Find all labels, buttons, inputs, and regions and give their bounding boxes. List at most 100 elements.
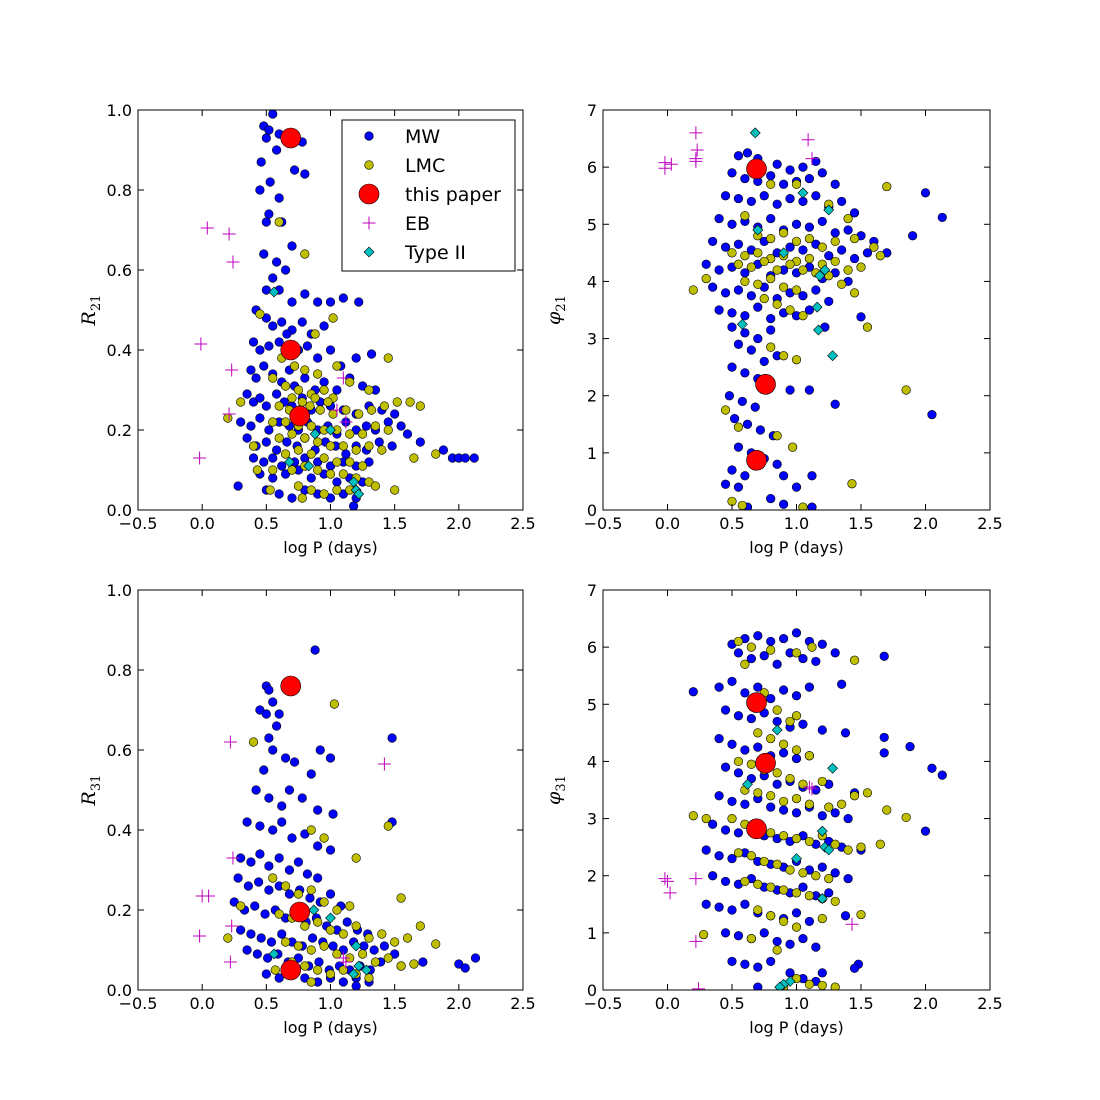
point-lmc	[901, 385, 911, 395]
point-mw	[772, 159, 782, 169]
y-axis-label-sub: 31	[89, 775, 104, 792]
point-mw	[250, 901, 260, 911]
point-mw	[778, 685, 789, 695]
point-lmc	[753, 905, 763, 915]
point-eb	[339, 415, 353, 429]
point-mw	[259, 361, 269, 371]
y-tick-label: 0.8	[107, 181, 132, 200]
legend-marker-this-paper	[358, 183, 380, 205]
point-eb	[689, 872, 703, 886]
point-lmc	[849, 288, 860, 298]
point-eb	[330, 403, 344, 417]
point-lmc	[791, 285, 802, 295]
point-type-ii	[736, 318, 748, 330]
point-mw	[727, 956, 737, 967]
point-eb	[801, 133, 815, 147]
x-axis-label: log P (days)	[283, 538, 377, 557]
point-mw	[849, 963, 860, 973]
point-mw	[811, 285, 821, 295]
point-lmc	[753, 879, 763, 889]
point-lmc	[396, 893, 406, 903]
y-tick-label: 0.6	[107, 741, 132, 760]
point-lmc	[830, 256, 840, 267]
data-points	[193, 110, 479, 510]
point-mw	[804, 305, 815, 315]
point-lmc	[370, 481, 381, 491]
point-lmc	[390, 485, 400, 495]
point-mw	[740, 959, 750, 969]
series-eb	[193, 221, 353, 465]
point-mw	[766, 325, 776, 335]
point-lmc	[778, 351, 789, 361]
point-mw	[733, 711, 744, 721]
panel-phi21: −0.5 0.0 0.5 1.0 1.5 2.0 2.5 0 1 2 3 4 5 6 7 log P (day…	[543, 101, 1003, 557]
point-lmc	[357, 429, 368, 439]
point-type-ii	[791, 853, 802, 864]
x-tick-label: 0.5	[254, 514, 279, 533]
y-tick-label: 5	[587, 695, 597, 714]
point-mw	[379, 941, 390, 951]
point-mw	[720, 825, 731, 835]
point-type-ii	[752, 224, 764, 236]
point-lmc	[727, 248, 737, 258]
point-lmc	[791, 888, 802, 898]
point-mw	[313, 297, 323, 307]
point-mw	[753, 962, 763, 972]
point-lmc	[843, 213, 853, 224]
point-mw	[927, 409, 937, 420]
point-lmc	[798, 868, 808, 878]
point-lmc	[383, 821, 393, 831]
point-mw	[351, 981, 361, 990]
point-lmc	[830, 896, 840, 907]
point-mw	[720, 242, 731, 252]
point-mw	[272, 721, 282, 731]
point-mw	[920, 826, 931, 836]
point-lmc	[366, 405, 377, 415]
point-lmc	[791, 236, 802, 247]
y-tick-label: 0.8	[107, 661, 132, 680]
point-lmc	[313, 369, 323, 379]
y-tick-label: 2	[587, 867, 597, 886]
point-lmc	[875, 251, 885, 261]
point-mw	[264, 793, 274, 803]
point-lmc	[293, 889, 304, 899]
point-mw	[804, 385, 815, 395]
point-mw	[302, 341, 313, 351]
point-mw	[791, 691, 802, 701]
point-mw	[242, 389, 252, 399]
point-lmc	[791, 745, 802, 755]
point-lmc	[354, 409, 364, 419]
point-mw	[325, 297, 336, 307]
point-type-ii	[823, 204, 835, 216]
point-mw	[268, 273, 278, 283]
point-lmc	[280, 381, 291, 391]
point-mw	[313, 353, 323, 363]
point-mw	[798, 196, 808, 207]
point-lmc	[313, 917, 323, 927]
y-tick-label: 0.6	[107, 261, 132, 280]
point-lmc	[759, 293, 769, 304]
point-mw	[720, 288, 731, 298]
point-lmc	[293, 481, 304, 491]
point-mw	[804, 682, 815, 692]
point-mw	[305, 893, 315, 903]
point-lmc	[772, 431, 782, 441]
point-mw	[733, 151, 744, 161]
point-this-paper	[746, 449, 767, 471]
point-eb	[805, 152, 819, 166]
point-eb	[225, 363, 239, 377]
point-mw	[469, 453, 479, 463]
point-mw	[727, 308, 737, 318]
point-lmc	[287, 393, 297, 403]
x-axis-label: log P (days)	[749, 1018, 843, 1037]
point-mw	[264, 885, 274, 895]
point-lmc	[830, 839, 840, 849]
x-tick-label: 2.0	[446, 514, 471, 533]
point-mw	[879, 651, 889, 661]
legend-label-mw: MW	[405, 126, 440, 148]
legend-label-type-ii: Type II	[404, 242, 466, 264]
point-lmc	[733, 848, 744, 858]
point-type-ii	[819, 264, 831, 276]
point-lmc	[328, 313, 338, 323]
point-lmc	[248, 737, 259, 747]
